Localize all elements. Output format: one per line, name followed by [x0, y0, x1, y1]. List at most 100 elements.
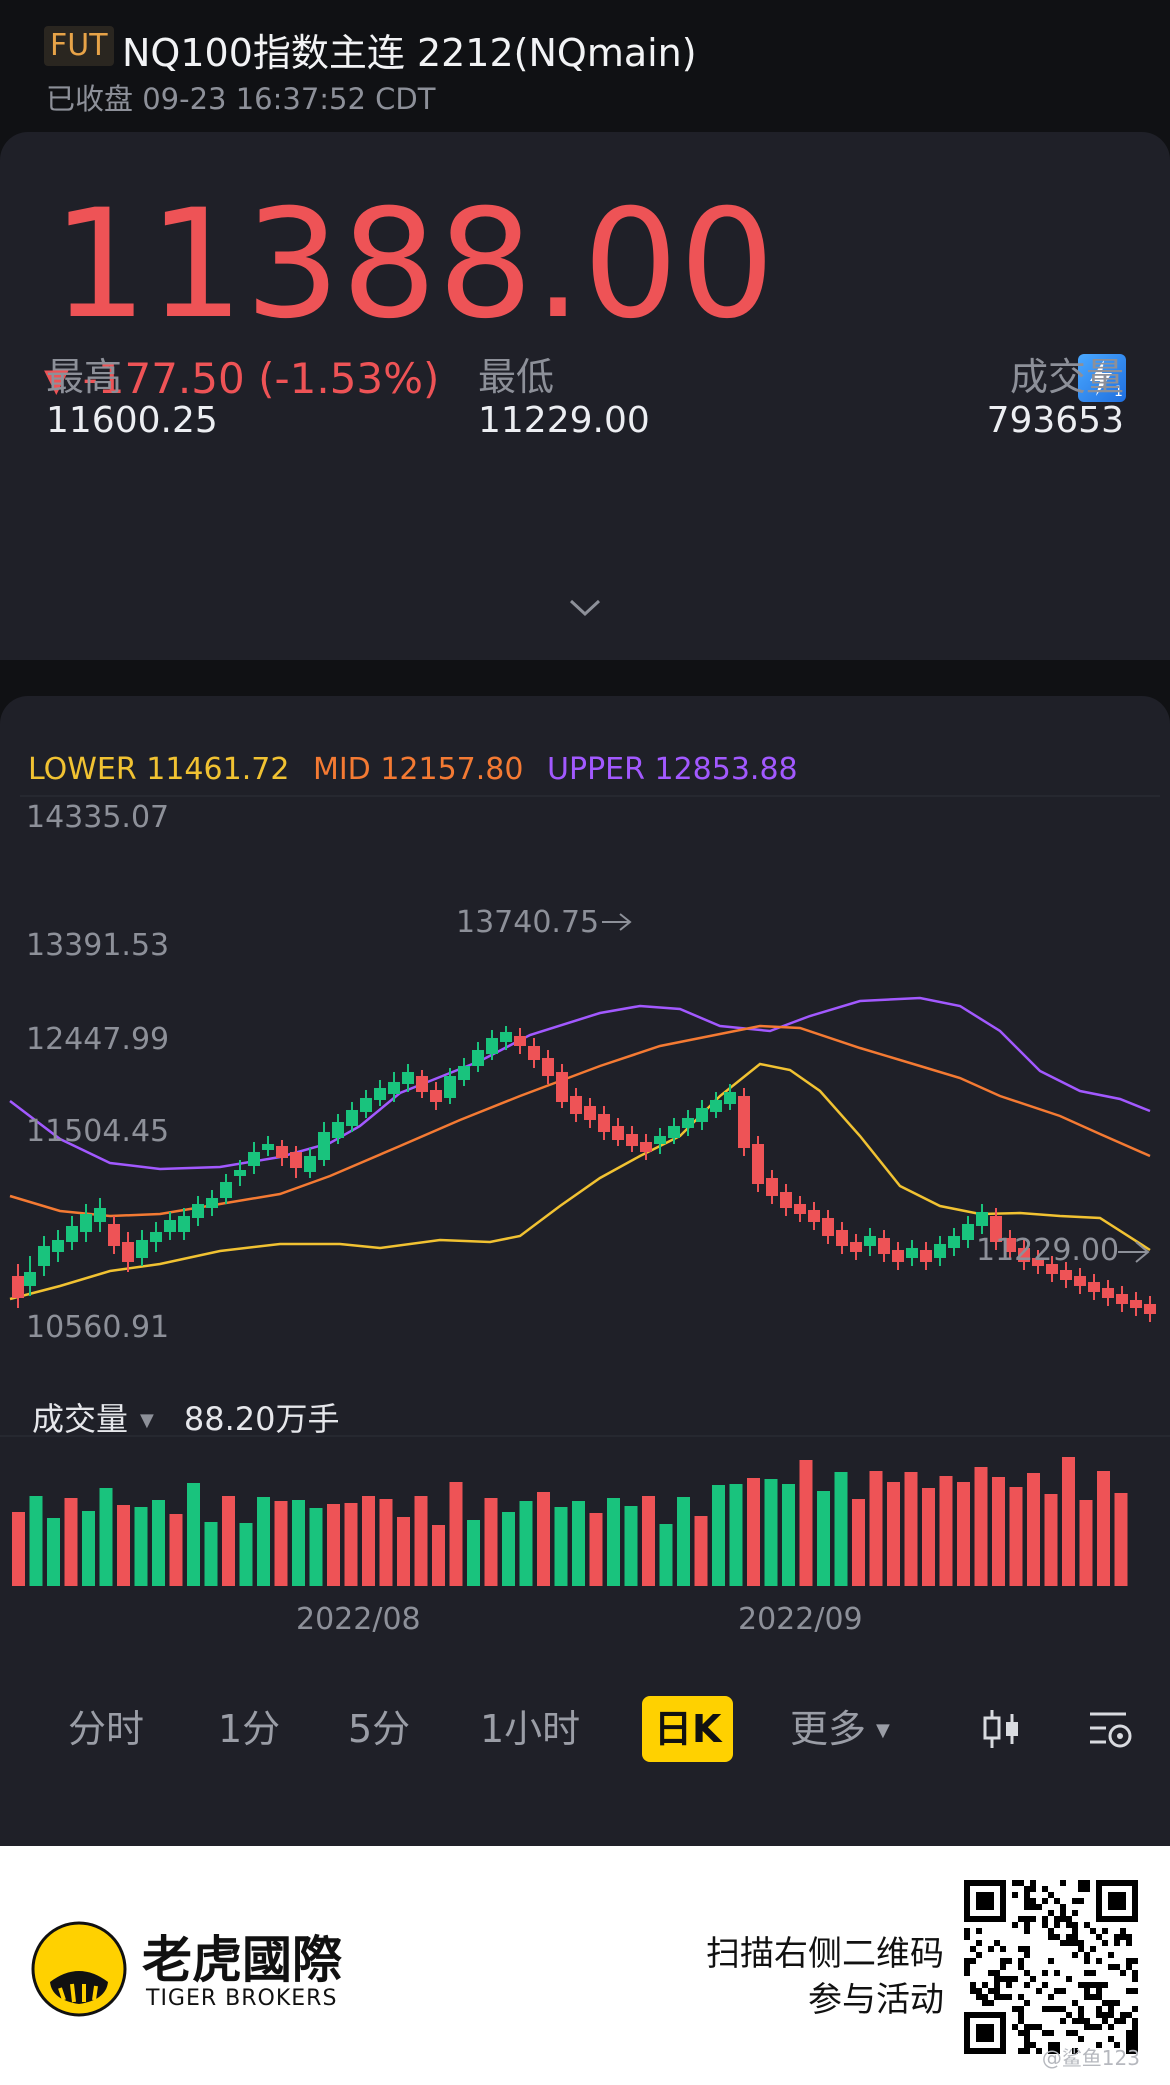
qr-code-icon	[964, 1880, 1138, 2058]
volume-bar	[99, 1488, 113, 1586]
candle-body	[794, 1204, 806, 1214]
promo-text-line1: 扫描右侧二维码	[706, 1934, 944, 1974]
volume-indicator-value: 88.20万手	[183, 1400, 340, 1438]
volume-bar	[1009, 1487, 1023, 1586]
tab-daily-k[interactable]: 日K	[642, 1696, 734, 1762]
candle-body	[136, 1240, 148, 1258]
candle-body	[514, 1036, 526, 1046]
futures-badge: FUT	[44, 26, 114, 66]
arrow-right-icon	[1118, 1241, 1150, 1263]
tab-1hour[interactable]: 1小时	[480, 1707, 581, 1751]
candle-body	[12, 1276, 24, 1298]
y-tick: 14335.07	[26, 800, 170, 835]
candle-body	[584, 1106, 596, 1120]
volume-bar	[554, 1507, 568, 1586]
volume-bar	[47, 1518, 60, 1586]
volume-label: 成交量	[1009, 355, 1124, 399]
boll-lower-line	[9, 1062, 1151, 1301]
candle-body	[122, 1242, 134, 1262]
candle-body	[1046, 1264, 1058, 1274]
candle-body	[220, 1182, 232, 1198]
market-status: 已收盘 09-23 16:37:52 CDT	[46, 82, 436, 116]
chart-settings-icon[interactable]	[1086, 1708, 1134, 1756]
high-label: 最高	[46, 355, 123, 399]
candle-body	[52, 1240, 64, 1252]
tab-more-label: 更多	[790, 1707, 867, 1751]
volume-indicator-selector[interactable]: 成交量 ▼ 88.20万手	[32, 1394, 339, 1440]
volume-bar	[502, 1512, 515, 1586]
quote-panel: 11388.00 ▼ -177.50 (-1.53%) 1 最高 11600.25…	[0, 132, 1170, 660]
arrow-right-icon	[602, 913, 632, 931]
lightning-icon[interactable]: 1	[1078, 354, 1126, 402]
y-tick: 11504.45	[26, 1114, 170, 1149]
low-value: 11229.00	[478, 400, 650, 441]
candle-body	[892, 1250, 904, 1262]
tab-timeshare[interactable]: 分时	[68, 1707, 145, 1751]
candle-body	[444, 1076, 456, 1098]
tab-5min[interactable]: 5分	[348, 1707, 411, 1751]
candle-body	[500, 1032, 512, 1042]
volume-bar	[257, 1497, 270, 1586]
candle-body	[486, 1038, 498, 1054]
volume-bar	[239, 1523, 253, 1586]
promo-text-line2: 参与活动	[808, 1980, 944, 2020]
last-price: 11388.00	[52, 178, 776, 352]
candle-body	[528, 1046, 540, 1060]
promo-footer: 老虎國際 TIGER BROKERS 扫描右侧二维码 参与活动 @鲨鱼123	[0, 1846, 1170, 2085]
candle-body	[94, 1208, 106, 1222]
candle-body	[304, 1156, 316, 1172]
volume-bar	[869, 1471, 883, 1586]
boll-mid-label: MID 12157.80	[312, 752, 524, 787]
low-label: 最低	[478, 355, 555, 399]
candle-body	[38, 1246, 50, 1266]
candle-body	[878, 1238, 890, 1254]
volume-bar	[309, 1508, 323, 1586]
candle-body	[934, 1244, 946, 1258]
candle-body	[206, 1198, 218, 1208]
candle-body	[1004, 1238, 1016, 1252]
volume-bar	[624, 1506, 638, 1586]
volume-bar	[904, 1472, 918, 1586]
volume-bar	[432, 1525, 445, 1586]
candle-body	[1144, 1304, 1156, 1314]
price-change: ▼ -177.50 (-1.53%)	[44, 354, 439, 403]
candle-body	[864, 1236, 876, 1246]
candle-body	[752, 1144, 764, 1184]
low-marker-label: 11229.00	[976, 1233, 1119, 1268]
volume-bar	[607, 1498, 620, 1586]
volume-bar	[134, 1507, 148, 1586]
volume-bar	[782, 1484, 795, 1586]
high-value: 11600.25	[46, 400, 218, 441]
tiger-logo-icon	[30, 1920, 128, 2022]
volume-bar	[64, 1498, 78, 1586]
volume-bar	[169, 1514, 183, 1586]
volume-bar	[414, 1496, 428, 1586]
volume-bar	[204, 1522, 218, 1586]
tab-1min[interactable]: 1分	[218, 1707, 281, 1751]
tab-more[interactable]: 更多 ▼	[790, 1696, 890, 1762]
candle-style-icon[interactable]	[980, 1706, 1024, 1756]
period-tabs: 分时 1分 5分 1小时 日K 更多 ▼	[0, 1696, 1170, 1776]
candle-body	[962, 1224, 974, 1240]
volume-bar	[799, 1460, 813, 1586]
chevron-down-icon[interactable]	[568, 598, 602, 622]
volume-bar	[152, 1500, 165, 1586]
volume-bar	[519, 1501, 533, 1586]
candle-body	[598, 1114, 610, 1132]
volume-bar	[957, 1482, 970, 1586]
candle-body	[612, 1126, 624, 1140]
x-date-label: 2022/09	[738, 1602, 863, 1637]
triangle-down-icon: ▼	[44, 361, 69, 399]
candle-body	[710, 1100, 722, 1112]
candle-body	[766, 1178, 778, 1196]
candle-body	[164, 1220, 176, 1232]
candle-body	[248, 1152, 260, 1166]
candle-body	[80, 1214, 92, 1232]
volume-bar	[397, 1517, 410, 1586]
volume-bar	[362, 1496, 375, 1586]
brand-name-cn: 老虎國際	[142, 1931, 342, 1989]
candle-body	[374, 1088, 386, 1100]
candle-body	[24, 1272, 36, 1286]
volume-bar	[887, 1482, 900, 1586]
candlestick-chart[interactable]: 13740.75 11229.00	[0, 696, 1170, 1596]
